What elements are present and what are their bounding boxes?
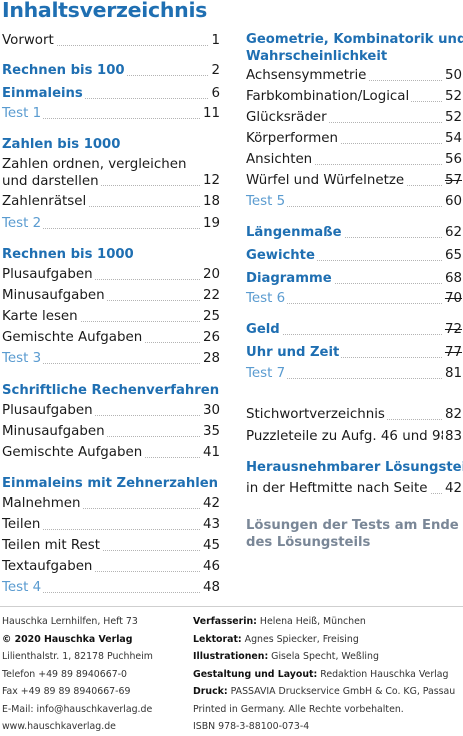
toc-entry-zahlenraetsel[interactable]: Zahlenrätsel 18 bbox=[2, 192, 220, 212]
toc-entry-einmaleins[interactable]: Einmaleins 6 bbox=[2, 84, 220, 104]
toc-entry-test-6[interactable]: Test 6 70 bbox=[246, 289, 462, 309]
imprint-copyright: © 2020 Hauschka Verlag bbox=[2, 633, 133, 645]
section-heading-loesungsteil: Herausnehmbarer Lösungsteil bbox=[246, 460, 463, 475]
imprint-publisher: Hauschka Lernhilfen, Heft 73 © 2020 Haus… bbox=[2, 613, 153, 736]
toc-entry-test-4[interactable]: Test 4 48 bbox=[2, 578, 220, 598]
toc-entry-geld[interactable]: Geld 72 bbox=[246, 320, 462, 340]
credit-illustrations: Illustrationen: Gisela Specht, Weßling bbox=[193, 651, 379, 662]
page-title: Inhaltsverzeichnis bbox=[2, 0, 208, 22]
imprint-website[interactable]: www.hauschkaverlag.de bbox=[2, 721, 116, 732]
toc-entry-vorwort[interactable]: Vorwort 1 bbox=[2, 31, 220, 51]
toc-entry-gewichte[interactable]: Gewichte 65 bbox=[246, 246, 462, 266]
toc-entry-minusaufgaben[interactable]: Minusaufgaben 22 bbox=[2, 286, 220, 306]
section-heading-schriftliche-rechenverfahren: Schriftliche Rechenverfahren bbox=[2, 383, 220, 398]
toc-entry-ansichten[interactable]: Ansichten 56 bbox=[246, 150, 462, 170]
imprint-credits: Verfasserin: Helena Heiß, München Lektor… bbox=[193, 613, 455, 736]
section-heading-loesungen-tests-l2: des Lösungsteils bbox=[246, 535, 371, 550]
toc-entry-diagramme[interactable]: Diagramme 68 bbox=[246, 269, 462, 289]
toc-entry-plusaufgaben-2[interactable]: Plusaufgaben 30 bbox=[2, 401, 220, 421]
imprint-address: Lilienthalstr. 1, 82178 Puchheim bbox=[2, 651, 153, 662]
toc-entry-uhr-und-zeit[interactable]: Uhr und Zeit 77 bbox=[246, 343, 462, 363]
toc-entry-zahlen-ordnen[interactable]: Zahlen ordnen, vergleichen und darstellen… bbox=[2, 157, 220, 191]
toc-entry-laengenmasse[interactable]: Längenmaße 62 bbox=[246, 223, 462, 243]
section-heading-rechnen-bis-1000: Rechnen bis 1000 bbox=[2, 247, 134, 262]
toc-entry-textaufgaben[interactable]: Textaufgaben 46 bbox=[2, 557, 220, 577]
toc-entry-teilen-mit-rest[interactable]: Teilen mit Rest 45 bbox=[2, 536, 220, 556]
credit-rights: Printed in Germany. Alle Rechte vorbehal… bbox=[193, 703, 404, 715]
toc-entry-gemischte-aufgaben-2[interactable]: Gemischte Aufgaben 41 bbox=[2, 443, 220, 463]
toc-entry-test-7[interactable]: Test 7 81 bbox=[246, 364, 462, 384]
credit-author: Verfasserin: Helena Heiß, München bbox=[193, 616, 366, 627]
toc-entry-test-3[interactable]: Test 3 28 bbox=[2, 349, 220, 369]
toc-entry-malnehmen[interactable]: Malnehmen 42 bbox=[2, 494, 220, 514]
toc-entry-teilen[interactable]: Teilen 43 bbox=[2, 515, 220, 535]
toc-entry-test-1[interactable]: Test 1 11 bbox=[2, 104, 220, 124]
toc-entry-test-2[interactable]: Test 2 19 bbox=[2, 214, 220, 234]
imprint-email[interactable]: E-Mail: info@hauschkaverlag.de bbox=[2, 703, 153, 715]
toc-entry-gluecksraeder[interactable]: Glücksräder 52 bbox=[246, 108, 462, 128]
section-heading-zahlen-bis-1000: Zahlen bis 1000 bbox=[2, 137, 121, 152]
toc-entry-plusaufgaben[interactable]: Plusaufgaben 20 bbox=[2, 265, 220, 285]
section-heading-geometrie-l1: Geometrie, Kombinatorik und bbox=[246, 32, 463, 47]
toc-entry-heftmitte[interactable]: in der Heftmitte nach Seite 42 bbox=[246, 479, 462, 499]
toc-entry-stichwortverzeichnis[interactable]: Stichwortverzeichnis 82 bbox=[246, 405, 462, 425]
credit-layout: Gestaltung und Layout: Redaktion Hauschk… bbox=[193, 668, 449, 680]
toc-entry-karte-lesen[interactable]: Karte lesen 25 bbox=[2, 307, 220, 327]
imprint-series: Hauschka Lernhilfen, Heft 73 bbox=[2, 616, 138, 627]
imprint-fax: Fax +49 89 89 8940667-69 bbox=[2, 686, 131, 697]
section-heading-geometrie-l2: Wahrscheinlichkeit bbox=[246, 49, 388, 64]
credit-isbn: ISBN 978-3-88100-073-4 bbox=[193, 721, 310, 732]
toc-entry-minusaufgaben-2[interactable]: Minusaufgaben 35 bbox=[2, 422, 220, 442]
section-heading-loesungen-tests-l1: Lösungen der Tests am Ende bbox=[246, 518, 459, 533]
toc-entry-achsensymmetrie[interactable]: Achsensymmetrie 50 bbox=[246, 66, 462, 86]
credit-print: Druck: PASSAVIA Druckservice GmbH & Co. … bbox=[193, 686, 456, 697]
toc-entry-test-5[interactable]: Test 5 60 bbox=[246, 192, 462, 212]
toc-entry-rechnen-bis-100[interactable]: Rechnen bis 100 2 bbox=[2, 61, 220, 81]
toc-entry-puzzleteile[interactable]: Puzzleteile zu Aufg. 46 und 98 83 bbox=[246, 427, 462, 447]
toc-entry-wuerfel[interactable]: Würfel und Würfelnetze 57 bbox=[246, 171, 462, 191]
credit-editing: Lektorat: Agnes Spiecker, Freising bbox=[193, 633, 359, 645]
imprint-divider bbox=[0, 606, 463, 607]
imprint-phone: Telefon +49 89 8940667-0 bbox=[2, 668, 128, 680]
toc-entry-farbkombination[interactable]: Farbkombination/Logical 52 bbox=[246, 87, 462, 107]
section-heading-einmaleins-zehnerzahlen: Einmaleins mit Zehnerzahlen bbox=[2, 476, 219, 491]
toc-entry-gemischte-aufgaben[interactable]: Gemischte Aufgaben 26 bbox=[2, 328, 220, 348]
toc-entry-koerperformen[interactable]: Körperformen 54 bbox=[246, 129, 462, 149]
